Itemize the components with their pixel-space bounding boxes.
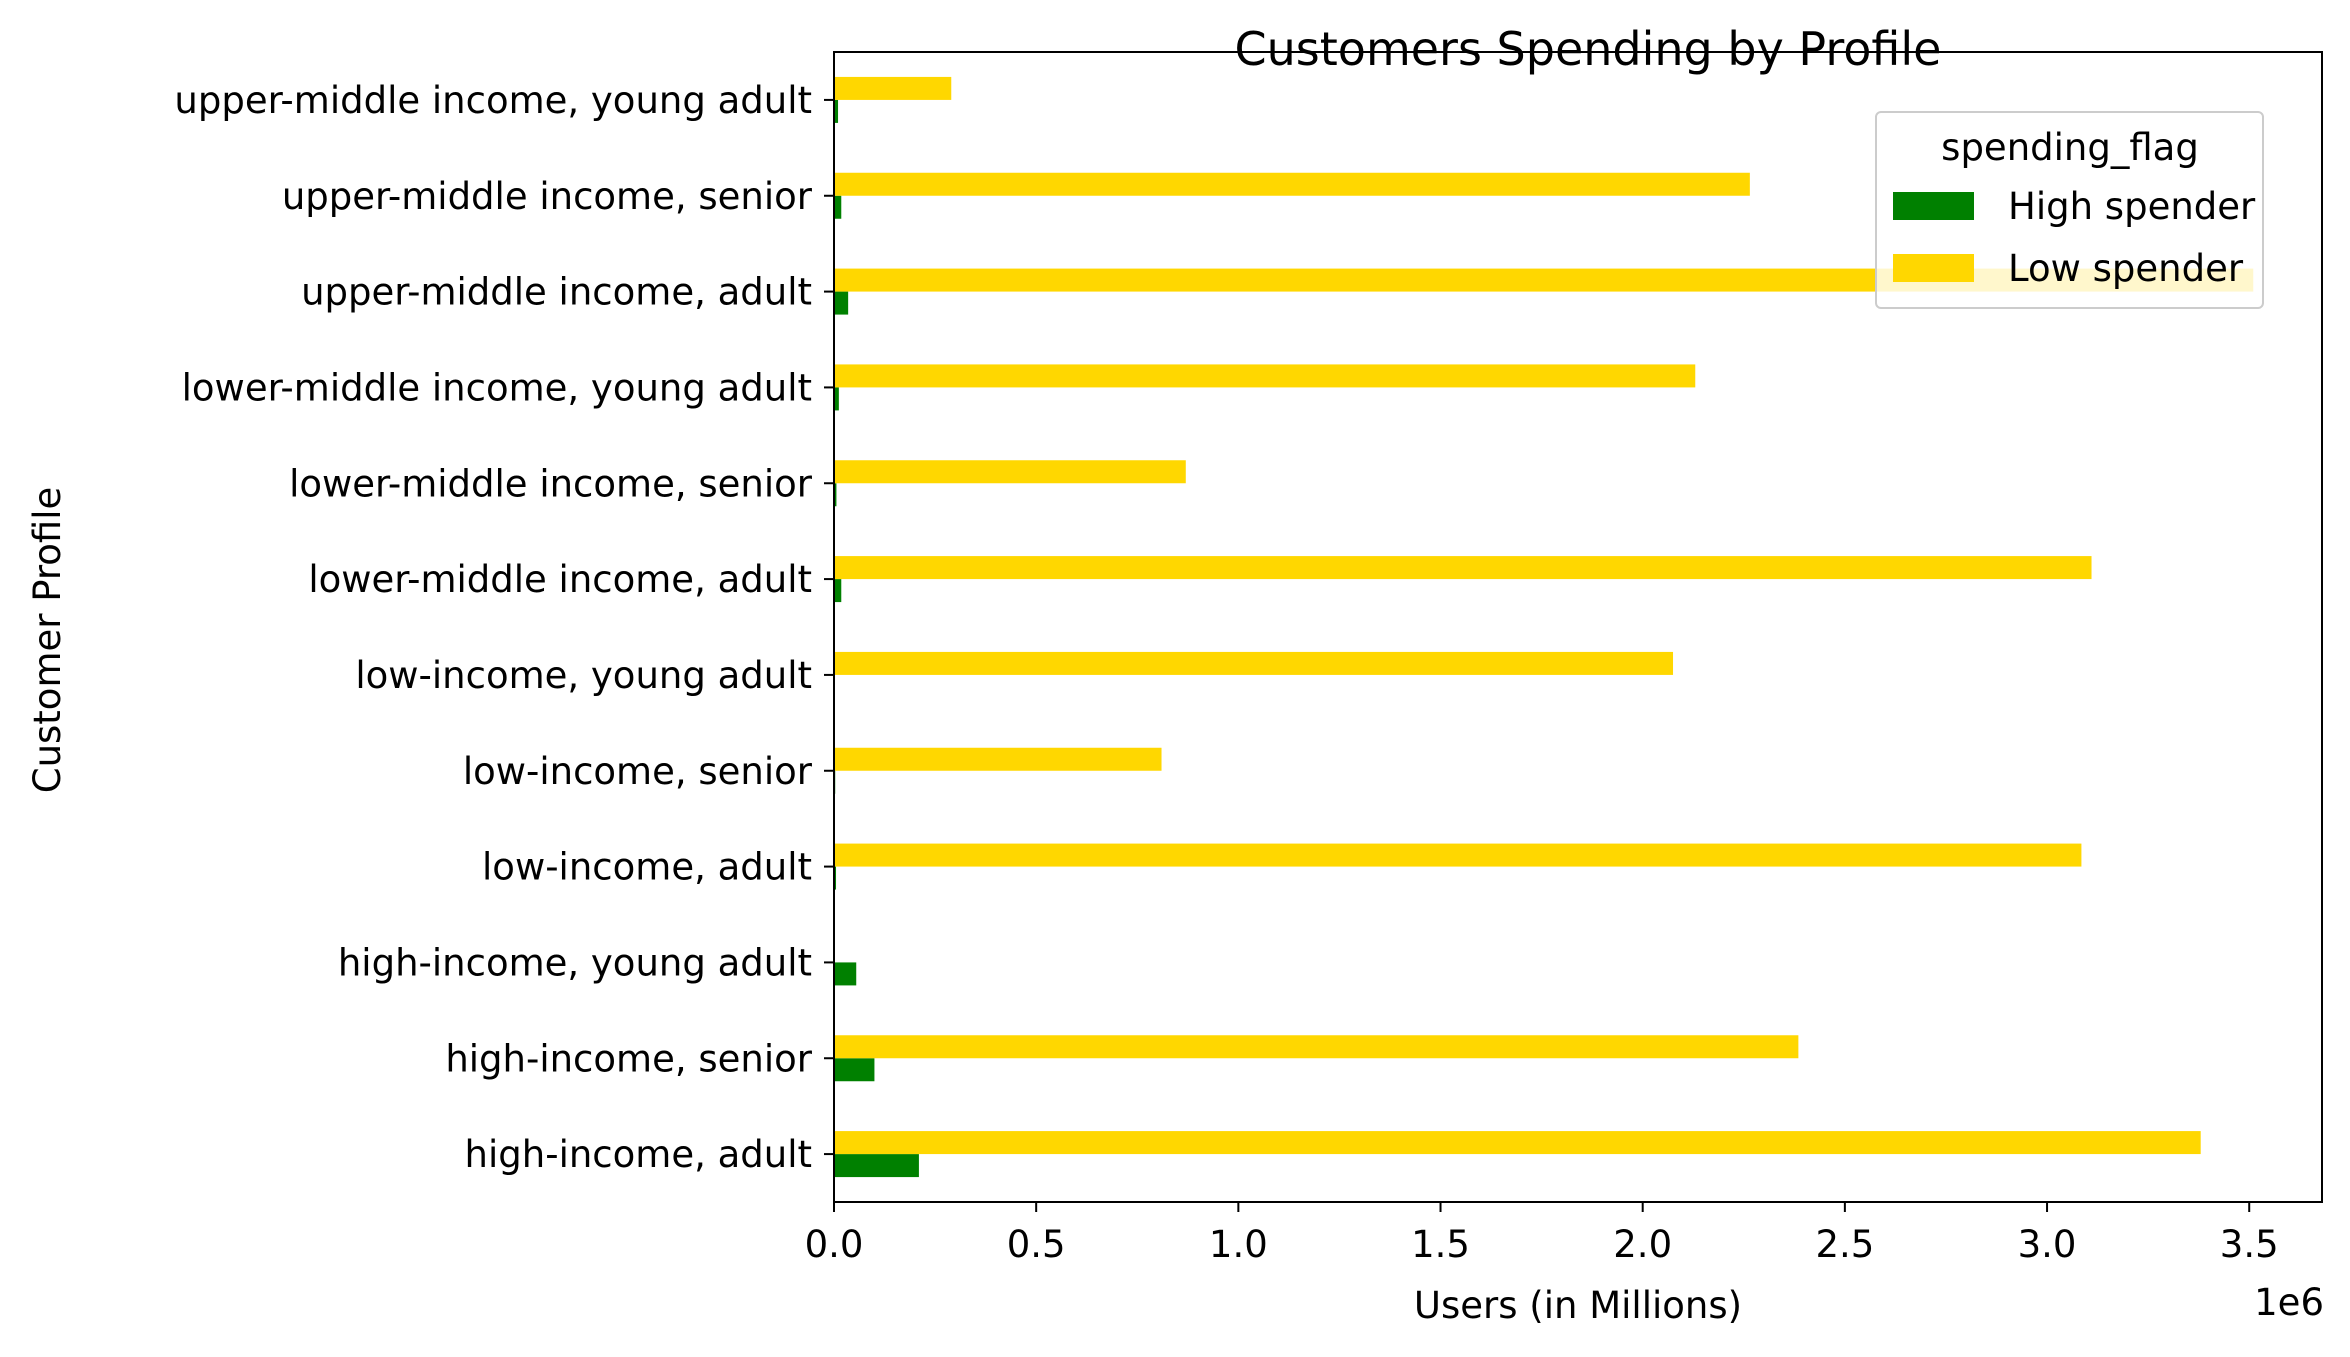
plot-area-frame bbox=[833, 51, 2323, 1203]
x-tick-label: 3.0 bbox=[2018, 1223, 2077, 1266]
chart-title: Customers Spending by Profile bbox=[1235, 22, 1942, 76]
y-tick-label: lower-middle income, young adult bbox=[182, 366, 812, 409]
x-tick-label: 2.0 bbox=[1613, 1223, 1672, 1266]
bar-low-spender-lower-middle-income-senior bbox=[834, 460, 1186, 484]
bar-high-spender-high-income-young-adult bbox=[834, 962, 857, 986]
y-tick-label: upper-middle income, senior bbox=[282, 175, 813, 218]
bar-high-spender-upper-middle-income-senior bbox=[834, 195, 842, 219]
bar-high-spender-lower-middle-income-senior bbox=[834, 483, 837, 507]
y-tick-label: lower-middle income, senior bbox=[289, 462, 813, 505]
bar-low-spender-low-income-senior bbox=[834, 747, 1162, 771]
y-tick-label: upper-middle income, adult bbox=[301, 271, 812, 314]
y-tick-label: low-income, young adult bbox=[355, 654, 812, 697]
y-tick-label: high-income, adult bbox=[465, 1133, 812, 1176]
x-tick-label: 1.5 bbox=[1411, 1223, 1470, 1266]
y-tick-label: high-income, senior bbox=[445, 1037, 812, 1080]
x-tick-label: 0.5 bbox=[1007, 1223, 1066, 1266]
legend-swatch-high-spender bbox=[1893, 192, 1974, 220]
bar-low-spender-high-income-senior bbox=[834, 1035, 1799, 1059]
bar-high-spender-high-income-adult bbox=[834, 1154, 919, 1178]
bar-low-spender-low-income-young-adult bbox=[834, 651, 1674, 675]
y-tick-label: low-income, adult bbox=[482, 846, 812, 889]
x-tick-label: 3.5 bbox=[2220, 1223, 2279, 1266]
legend: spending_flag High spender Low spender bbox=[1875, 111, 2264, 309]
y-tick-label: upper-middle income, young adult bbox=[174, 79, 812, 122]
bar-high-spender-upper-middle-income-young-adult bbox=[834, 99, 839, 123]
bars-layer bbox=[834, 76, 2254, 1178]
x-tick-label: 0.0 bbox=[805, 1223, 864, 1266]
y-tick-label: high-income, young adult bbox=[338, 941, 812, 984]
x-axis-offset-text: 1e6 bbox=[2254, 1281, 2324, 1324]
legend-title: spending_flag bbox=[1941, 126, 2199, 169]
bar-low-spender-low-income-adult bbox=[834, 843, 2082, 867]
bar-low-spender-upper-middle-income-senior bbox=[834, 172, 1750, 196]
x-tick-label: 1.0 bbox=[1209, 1223, 1268, 1266]
y-axis-label: Customer Profile bbox=[26, 487, 69, 794]
y-tick-label: low-income, senior bbox=[463, 750, 813, 793]
y-tick-label: lower-middle income, adult bbox=[308, 558, 812, 601]
bar-high-spender-lower-middle-income-young-adult bbox=[834, 387, 839, 411]
axes-layer: high-income, adult high-income, senior hig… bbox=[174, 51, 2323, 1266]
x-tick-label: 2.5 bbox=[1815, 1223, 1874, 1266]
bar-low-spender-lower-middle-income-young-adult bbox=[834, 364, 1696, 388]
bar-low-spender-upper-middle-income-young-adult bbox=[834, 76, 952, 100]
bar-high-spender-lower-middle-income-adult bbox=[834, 579, 842, 603]
bar-high-spender-upper-middle-income-adult bbox=[834, 291, 849, 315]
legend-label-high-spender: High spender bbox=[2008, 185, 2256, 228]
bar-high-spender-high-income-senior bbox=[834, 1058, 875, 1082]
bar-low-spender-lower-middle-income-adult bbox=[834, 556, 2092, 580]
bar-low-spender-high-income-adult bbox=[834, 1131, 2201, 1155]
legend-swatch-low-spender bbox=[1893, 254, 1974, 282]
bar-high-spender-low-income-adult bbox=[834, 866, 837, 890]
x-axis-label: Users (in Millions) bbox=[1414, 1284, 1742, 1327]
legend-label-low-spender: Low spender bbox=[2008, 247, 2244, 290]
